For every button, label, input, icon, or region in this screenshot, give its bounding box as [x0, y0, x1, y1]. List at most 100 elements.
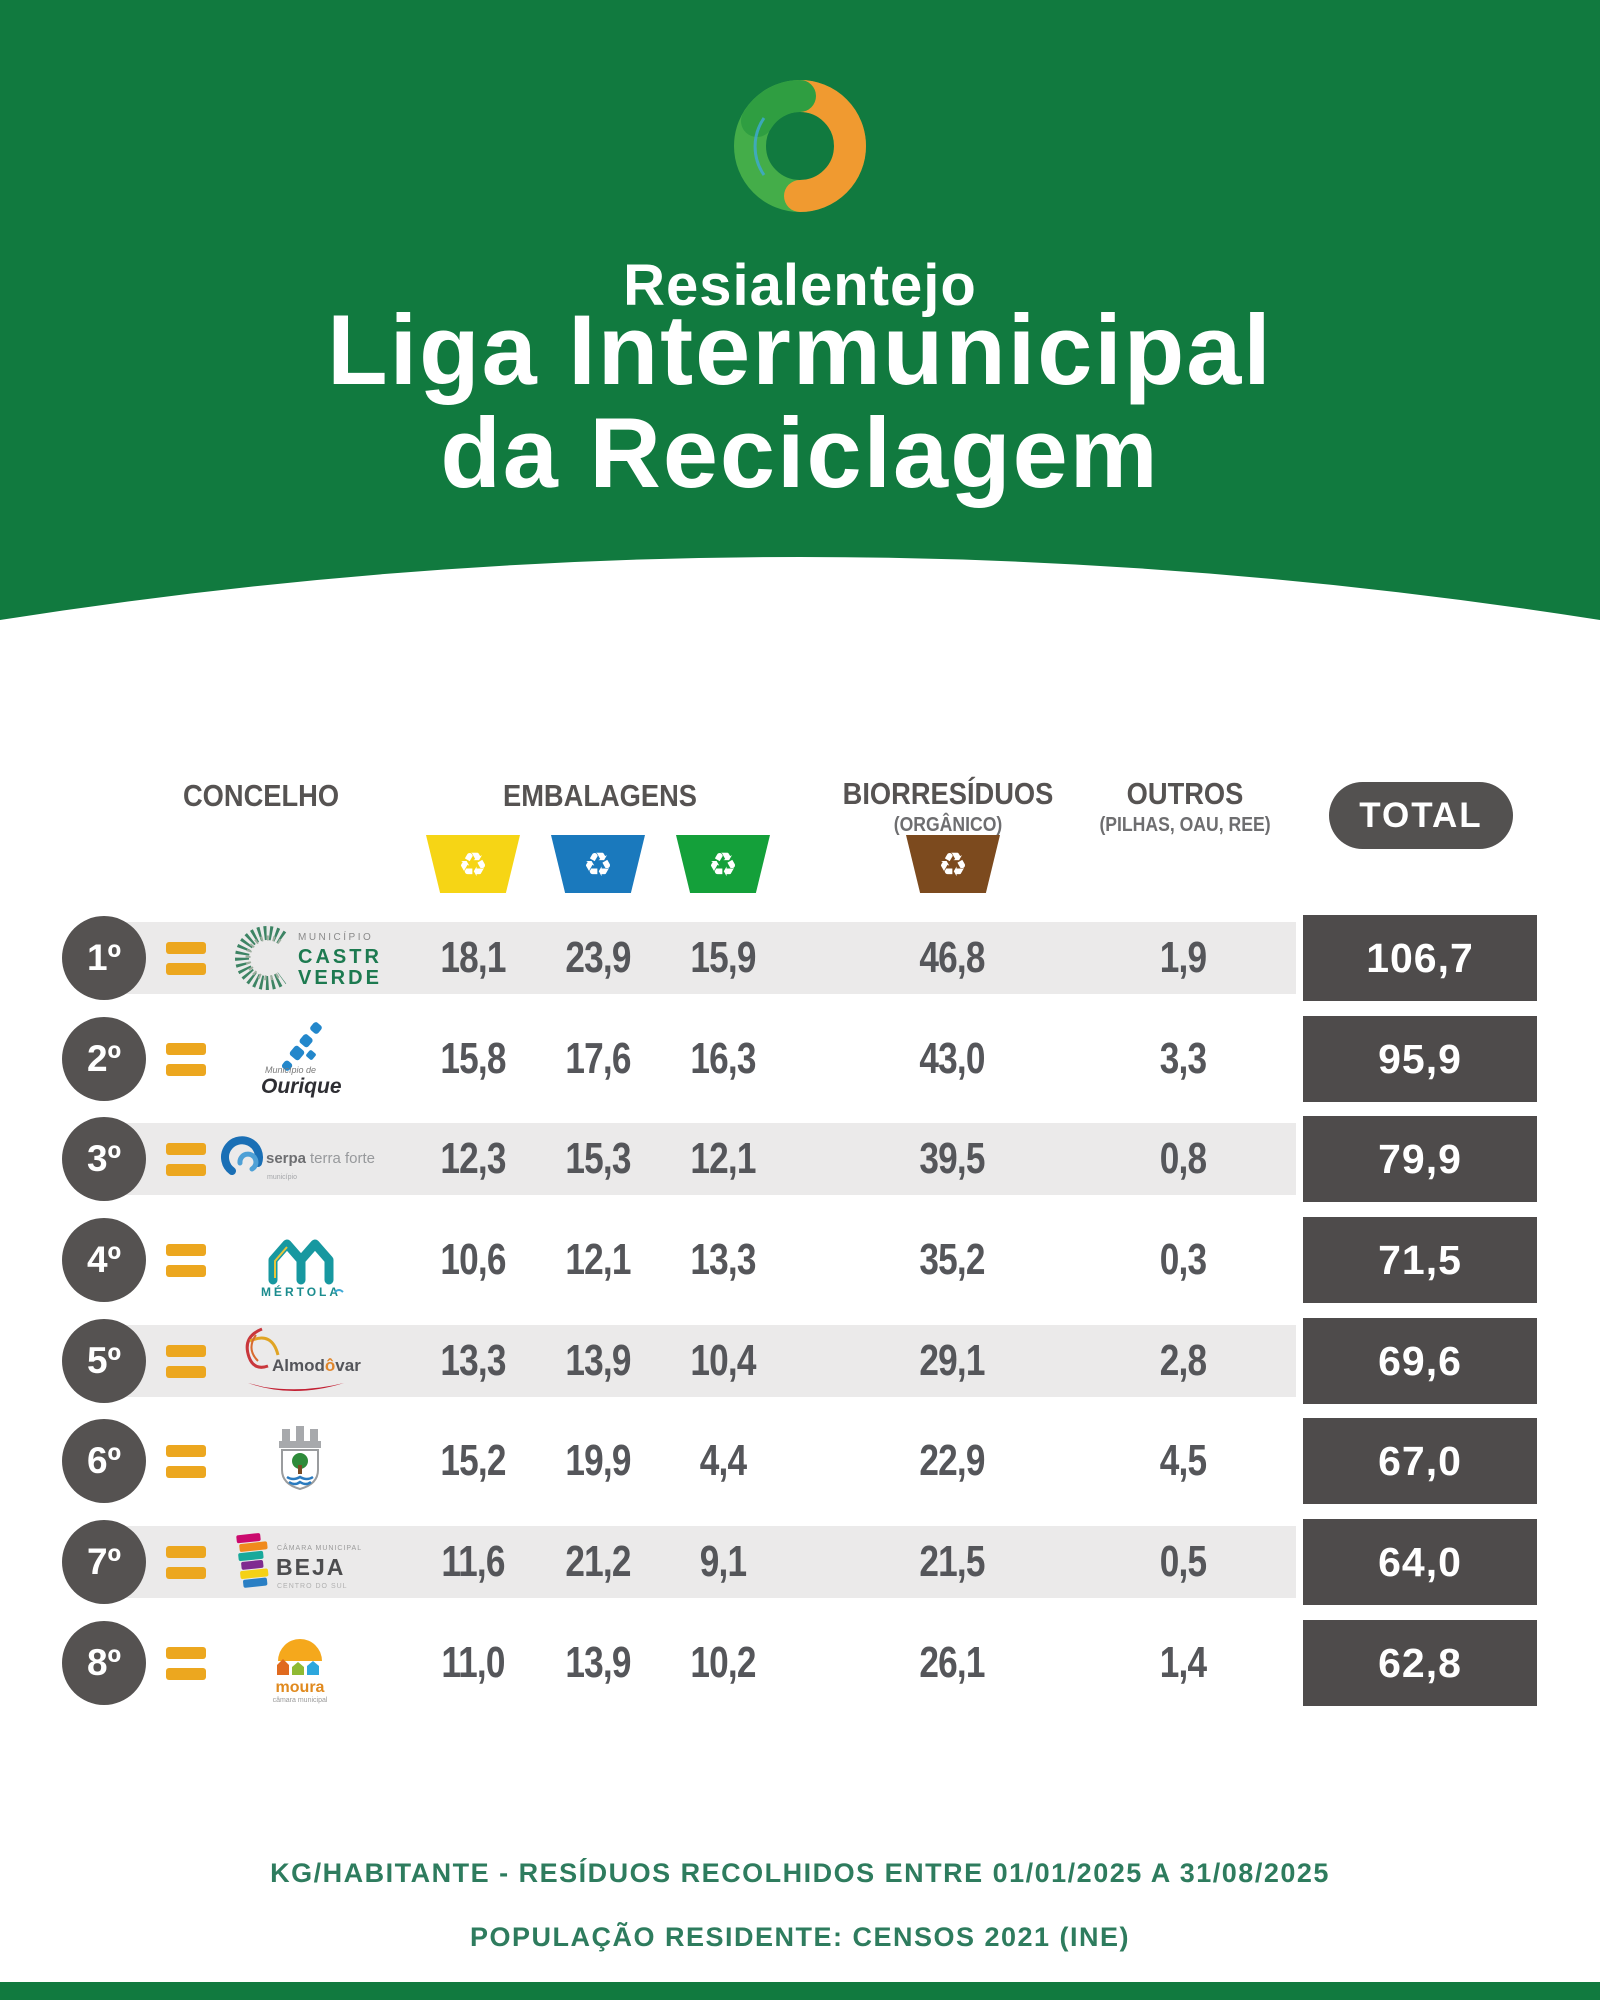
equal-trend-icon: [166, 1345, 206, 1387]
column-header-embalagens: EMBALAGENS: [503, 778, 697, 813]
beja-logo: CÂMARA MUNICIPAL BEJA CENTRO DO SUL: [208, 1522, 392, 1602]
value-embalagens-verde: 13,3: [690, 1235, 756, 1284]
equal-trend-icon: [166, 1043, 206, 1085]
svg-text:MÉRTOLA: MÉRTOLA: [261, 1284, 341, 1299]
value-embalagens-amarelo: 11,6: [441, 1537, 505, 1586]
table-row-almodovar: 5º Almodôvar 13,3 13,9 10,4 29,1 2,8 69,…: [0, 1318, 1600, 1404]
value-embalagens-verde: 16,3: [690, 1034, 756, 1083]
svg-text:Município de: Município de: [265, 1065, 316, 1075]
rank-badge: 7º: [62, 1520, 146, 1604]
equal-trend-icon: [166, 1143, 206, 1185]
value-embalagens-amarelo: 13,3: [440, 1336, 506, 1385]
column-header-biorresiduos: BIORRESÍDUOS: [842, 776, 1054, 811]
value-outros: 0,5: [1159, 1537, 1207, 1586]
rank-badge: 1º: [62, 916, 146, 1000]
table-row-castro-verde: 1º MUNICÍPIO CASTRO VERDE 18,1 23,9 15,9…: [0, 915, 1600, 1001]
yellow-bin-icon: ♻: [426, 835, 520, 893]
value-outros: 4,5: [1159, 1436, 1207, 1485]
equal-trend-icon: [166, 1647, 206, 1689]
rank-badge: 6º: [62, 1419, 146, 1503]
equal-trend-icon: [166, 942, 206, 984]
column-header-concelho: CONCELHO: [182, 778, 340, 813]
rank-badge: 2º: [62, 1017, 146, 1101]
table-row-beja: 7º CÂMARA MUNICIPAL BEJA CENTRO DO SUL 1…: [0, 1519, 1600, 1605]
svg-text:serpa: serpa: [266, 1150, 307, 1167]
value-embalagens-amarelo: 10,6: [440, 1235, 506, 1284]
value-embalagens-azul: 13,9: [565, 1638, 631, 1687]
rank-badge: 3º: [62, 1117, 146, 1201]
mertola-logo: MÉRTOLA: [208, 1220, 392, 1300]
table-row-barrancos: 6º 15,2 19,9 4,4 22,9 4,5 67,0: [0, 1418, 1600, 1504]
svg-text:terra forte: terra forte: [310, 1150, 375, 1167]
brand-name: Resialentejo: [623, 253, 977, 318]
svg-text:VERDE: VERDE: [298, 967, 380, 989]
column-header-outros: OUTROS: [1126, 776, 1244, 811]
total-value: 64,0: [1303, 1519, 1537, 1605]
value-embalagens-azul: 15,3: [565, 1134, 631, 1183]
equal-trend-icon: [166, 1445, 206, 1487]
footnote-population: POPULAÇÃO RESIDENTE: CENSOS 2021 (INE): [469, 1922, 1131, 1952]
value-embalagens-verde: 9,1: [699, 1537, 747, 1586]
svg-text:câmara municipal: câmara municipal: [273, 1697, 328, 1704]
title-line-2: da Reciclagem: [440, 397, 1160, 508]
svg-text:CENTRO DO SUL: CENTRO DO SUL: [277, 1583, 348, 1590]
svg-text:Ourique: Ourique: [261, 1075, 342, 1098]
total-value: 67,0: [1303, 1418, 1537, 1504]
value-embalagens-amarelo: 18,1: [440, 933, 506, 982]
value-outros: 3,3: [1159, 1034, 1207, 1083]
equal-trend-icon: [166, 1244, 206, 1286]
svg-text:Almodôvar: Almodôvar: [272, 1356, 361, 1375]
green-header-background: [0, 0, 1600, 620]
value-biorresiduos: 35,2: [919, 1235, 985, 1284]
column-header-total: TOTAL: [1329, 782, 1513, 849]
column-subheader-organico: (ORGÂNICO): [893, 814, 1003, 836]
resialentejo-logo-icon: [734, 80, 866, 212]
table-row-moura: 8º moura câmara municipal 11,0 13,9 10,2…: [0, 1620, 1600, 1706]
svg-text:MUNICÍPIO: MUNICÍPIO: [298, 930, 373, 943]
title-line-1: Liga Intermunicipal: [327, 294, 1273, 405]
value-embalagens-azul: 17,6: [565, 1034, 631, 1083]
value-embalagens-amarelo: 12,3: [440, 1134, 506, 1183]
svg-text:BEJA: BEJA: [276, 1554, 345, 1580]
value-embalagens-verde: 12,1: [690, 1134, 756, 1183]
value-embalagens-verde: 4,4: [699, 1436, 747, 1485]
table-row-mertola: 4º MÉRTOLA 10,6 12,1 13,3 35,2 0,3 71,5: [0, 1217, 1600, 1303]
total-value: 106,7: [1303, 915, 1537, 1001]
total-value: 71,5: [1303, 1217, 1537, 1303]
table-row-ourique: 2º Município de Ourique 15,8 17,6 16,3 4…: [0, 1016, 1600, 1102]
value-embalagens-azul: 13,9: [565, 1336, 631, 1385]
value-embalagens-verde: 10,4: [690, 1336, 756, 1385]
recycle-icon: ♻: [938, 844, 968, 884]
value-biorresiduos: 43,0: [919, 1034, 985, 1083]
value-outros: 1,9: [1159, 933, 1207, 982]
row-band: [118, 922, 1296, 994]
total-value: 79,9: [1303, 1116, 1537, 1202]
value-embalagens-azul: 12,1: [565, 1235, 631, 1284]
poster-title: Liga Intermunicipal da Reciclagem: [0, 298, 1600, 504]
value-outros: 2,8: [1159, 1336, 1207, 1385]
row-band: [118, 1526, 1296, 1598]
value-outros: 0,8: [1159, 1134, 1207, 1183]
recycle-icon: ♻: [708, 844, 738, 884]
footnote-period: KG/HABITANTE - RESÍDUOS RECOLHIDOS ENTRE…: [270, 1858, 1330, 1888]
value-embalagens-azul: 23,9: [565, 933, 631, 982]
svg-text:município: município: [267, 1174, 297, 1181]
value-embalagens-azul: 21,2: [565, 1537, 631, 1586]
row-band: [118, 1023, 1296, 1095]
value-outros: 1,4: [1159, 1638, 1207, 1687]
green-bin-icon: ♻: [676, 835, 770, 893]
ourique-logo: Município de Ourique: [208, 1019, 392, 1099]
value-embalagens-amarelo: 15,2: [440, 1436, 506, 1485]
rank-badge: 4º: [62, 1218, 146, 1302]
value-embalagens-azul: 19,9: [565, 1436, 631, 1485]
blue-bin-icon: ♻: [551, 835, 645, 893]
row-band: [118, 1224, 1296, 1296]
serpa-logo: serpa terra forte município: [208, 1119, 392, 1199]
svg-text:CÂMARA MUNICIPAL: CÂMARA MUNICIPAL: [277, 1543, 362, 1552]
rank-badge: 5º: [62, 1319, 146, 1403]
column-subheader-pilhas-oau-ree: (PILHAS, OAU, REE): [1099, 814, 1271, 836]
castro-verde-logo: MUNICÍPIO CASTRO VERDE: [208, 918, 392, 998]
row-band: [118, 1325, 1296, 1397]
rank-badge: 8º: [62, 1621, 146, 1705]
